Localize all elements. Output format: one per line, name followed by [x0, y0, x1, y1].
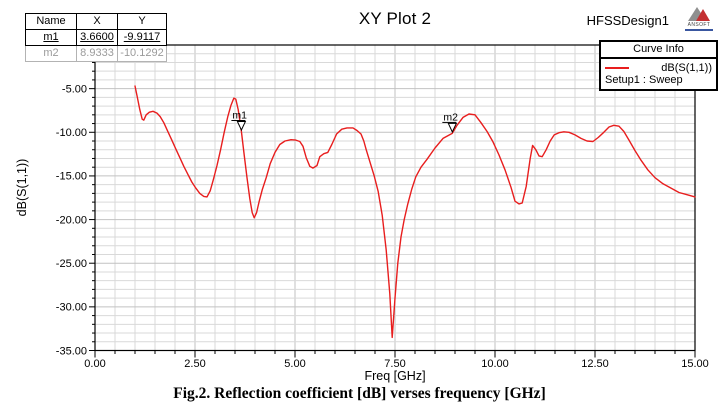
- marker-triangle-m1[interactable]: [236, 121, 247, 132]
- page-title: XY Plot 2: [358, 9, 432, 28]
- marker-table: Name X Y m1 3.6600 -9.9117 m2 8.9333 -10…: [25, 13, 167, 62]
- ansoft-logo-icon: [685, 6, 713, 21]
- marker-m2-y: -10.1292: [117, 45, 167, 62]
- marker-m1-x: 3.6600: [76, 29, 118, 46]
- legend-series-row[interactable]: dB(S(1,1)): [601, 59, 716, 74]
- marker-label-m2: m2: [443, 111, 458, 123]
- y-tick-label: -30.00: [56, 302, 87, 314]
- legend-series-label: dB(S(1,1)): [661, 62, 712, 74]
- x-tick-label: 12.50: [581, 358, 609, 370]
- y-tick-label: -25.00: [56, 258, 87, 270]
- logo-text: ANSOFT: [685, 22, 713, 31]
- s11-curve[interactable]: [134, 85, 696, 339]
- marker-m1-y: -9.9117: [117, 29, 167, 46]
- y-tick-label: -5.00: [62, 83, 87, 95]
- x-tick-label: 0.00: [84, 358, 105, 370]
- design-name: HFSSDesign1: [586, 13, 669, 28]
- legend-header: Curve Info: [601, 42, 716, 59]
- marker-col-y: Y: [117, 13, 167, 30]
- y-tick-label: -20.00: [56, 214, 87, 226]
- marker-m2-name[interactable]: m2: [25, 45, 77, 62]
- x-tick-label: 10.00: [481, 358, 509, 370]
- y-axis-label: dB(S(1,1)): [15, 159, 29, 217]
- legend-setup-label: Setup1 : Sweep: [605, 74, 683, 86]
- logo-red-triangle: [696, 9, 710, 21]
- x-tick-label: 7.50: [384, 358, 405, 370]
- curve-info-legend[interactable]: Curve Info dB(S(1,1)) Setup1 : Sweep: [599, 40, 718, 91]
- marker-table-header: Name X Y: [25, 13, 167, 30]
- marker-col-x: X: [76, 13, 118, 30]
- table-row[interactable]: m2 8.9333 -10.1292: [25, 45, 167, 62]
- x-axis-label: Freq [GHz]: [364, 369, 425, 383]
- x-tick-label: 5.00: [284, 358, 305, 370]
- marker-col-name: Name: [25, 13, 77, 30]
- x-tick-label: 2.50: [184, 358, 205, 370]
- marker-triangle-m2[interactable]: [447, 122, 458, 134]
- legend-line-sample: [605, 67, 629, 69]
- y-tick-label: -10.00: [56, 127, 87, 139]
- y-tick-label: -15.00: [56, 171, 87, 183]
- y-tick-label: -35.00: [56, 345, 87, 357]
- marker-label-m1: m1: [232, 110, 247, 122]
- figure-caption: Fig.2. Reflection coefficient [dB] verse…: [173, 385, 546, 402]
- ansoft-logo: ANSOFT: [685, 6, 713, 32]
- marker-m2-x: 8.9333: [76, 45, 118, 62]
- marker-m1-name[interactable]: m1: [25, 29, 77, 46]
- table-row[interactable]: m1 3.6600 -9.9117: [25, 29, 167, 46]
- x-tick-label: 15.00: [681, 358, 709, 370]
